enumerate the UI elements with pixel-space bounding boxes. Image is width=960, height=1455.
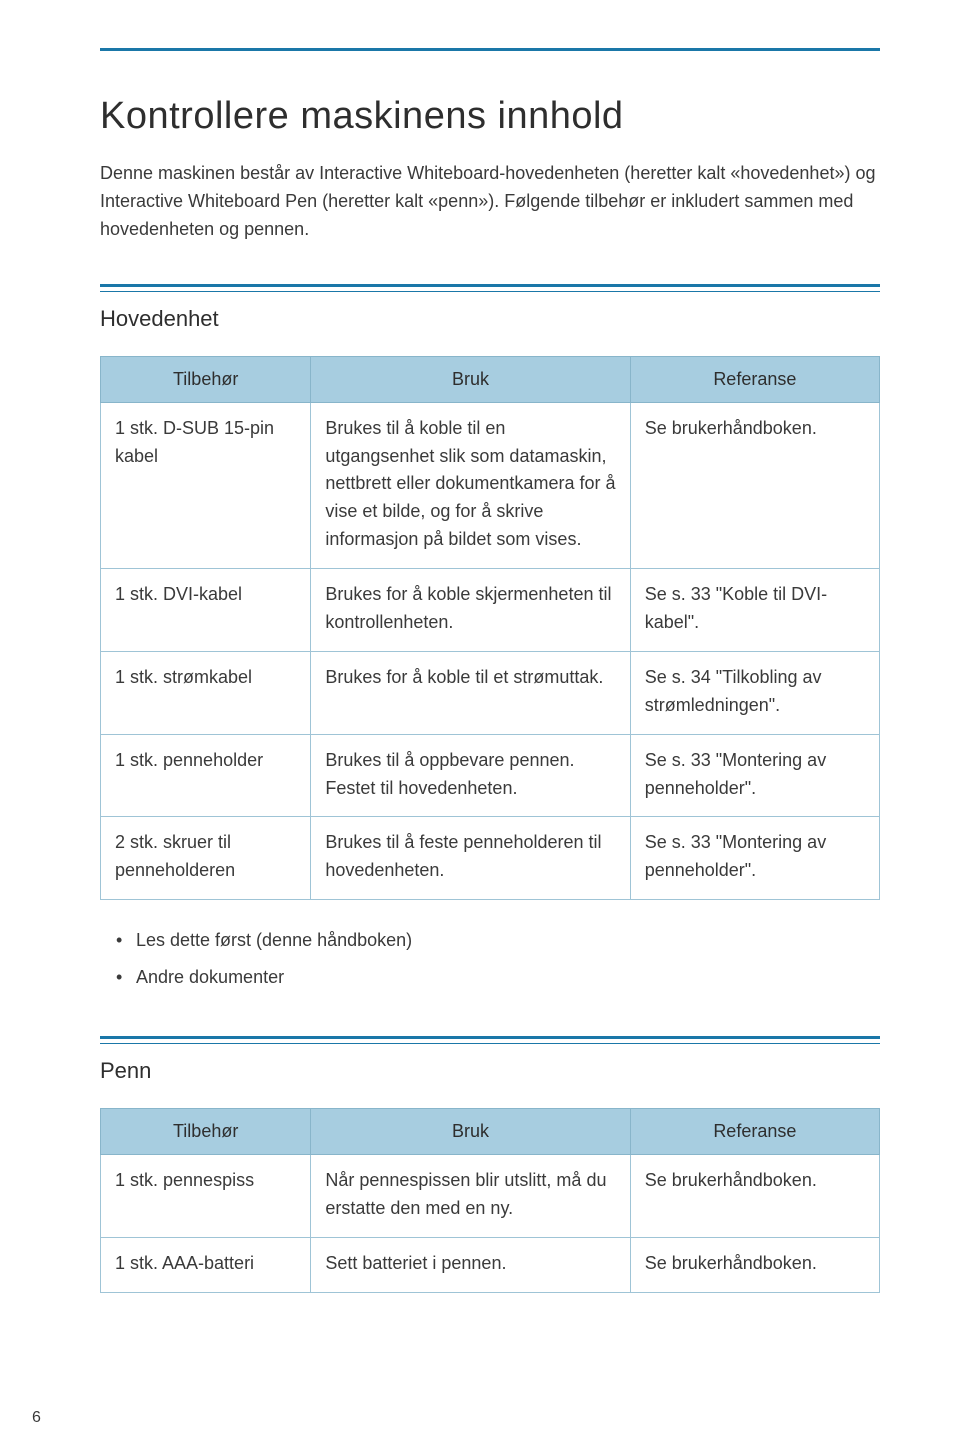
table-header-row: Tilbehør Bruk Referanse: [101, 356, 880, 402]
cell-bruk: Brukes til å feste penneholderen til hov…: [311, 817, 630, 900]
cell-referanse: Se brukerhåndboken.: [630, 1154, 879, 1237]
section-rule-thin: [100, 291, 880, 292]
th-bruk: Bruk: [311, 356, 630, 402]
page-title: Kontrollere maskinens innhold: [100, 95, 880, 138]
th-bruk: Bruk: [311, 1108, 630, 1154]
cell-bruk: Brukes for å koble skjermenheten til kon…: [311, 569, 630, 652]
table-row: 1 stk. DVI-kabel Brukes for å koble skje…: [101, 569, 880, 652]
section-rule: [100, 1036, 880, 1039]
cell-referanse: Se s. 33 "Montering av penneholder".: [630, 734, 879, 817]
cell-referanse: Se s. 34 "Tilkobling av strømledningen".: [630, 651, 879, 734]
table-hovedenhet: Tilbehør Bruk Referanse 1 stk. D-SUB 15-…: [100, 356, 880, 901]
cell-tilbehor: 2 stk. skruer til penneholderen: [101, 817, 311, 900]
cell-tilbehor: 1 stk. penneholder: [101, 734, 311, 817]
cell-tilbehor: 1 stk. D-SUB 15-pin kabel: [101, 402, 311, 568]
page: Kontrollere maskinens innhold Denne mask…: [0, 0, 960, 1455]
table-row: 1 stk. penneholder Brukes til å oppbevar…: [101, 734, 880, 817]
th-referanse: Referanse: [630, 1108, 879, 1154]
cell-tilbehor: 1 stk. pennespiss: [101, 1154, 311, 1237]
cell-referanse: Se s. 33 "Montering av penneholder".: [630, 817, 879, 900]
th-tilbehor: Tilbehør: [101, 1108, 311, 1154]
cell-referanse: Se brukerhåndboken.: [630, 402, 879, 568]
page-number: 6: [32, 1409, 41, 1427]
cell-tilbehor: 1 stk. DVI-kabel: [101, 569, 311, 652]
intro-paragraph: Denne maskinen består av Interactive Whi…: [100, 160, 880, 244]
table-row: 2 stk. skruer til penneholderen Brukes t…: [101, 817, 880, 900]
cell-bruk: Brukes for å koble til et strømuttak.: [311, 651, 630, 734]
th-referanse: Referanse: [630, 356, 879, 402]
section-heading-hovedenhet: Hovedenhet: [100, 306, 880, 332]
cell-referanse: Se s. 33 "Koble til DVI-kabel".: [630, 569, 879, 652]
section-rule: [100, 284, 880, 287]
list-item: Andre dokumenter: [136, 963, 880, 992]
table-row: 1 stk. AAA-batteri Sett batteriet i penn…: [101, 1237, 880, 1292]
list-item: Les dette først (denne håndboken): [136, 926, 880, 955]
table-header-row: Tilbehør Bruk Referanse: [101, 1108, 880, 1154]
cell-bruk: Sett batteriet i pennen.: [311, 1237, 630, 1292]
cell-bruk: Brukes til å koble til en utgangsenhet s…: [311, 402, 630, 568]
bullet-list: Les dette først (denne håndboken) Andre …: [100, 926, 880, 992]
section-heading-penn: Penn: [100, 1058, 880, 1084]
th-tilbehor: Tilbehør: [101, 356, 311, 402]
table-penn: Tilbehør Bruk Referanse 1 stk. pennespis…: [100, 1108, 880, 1293]
cell-referanse: Se brukerhåndboken.: [630, 1237, 879, 1292]
cell-bruk: Når pennespissen blir utslitt, må du ers…: [311, 1154, 630, 1237]
cell-tilbehor: 1 stk. AAA-batteri: [101, 1237, 311, 1292]
cell-bruk: Brukes til å oppbevare pennen. Festet ti…: [311, 734, 630, 817]
section-rule-thin: [100, 1043, 880, 1044]
cell-tilbehor: 1 stk. strømkabel: [101, 651, 311, 734]
top-rule: [100, 48, 880, 51]
table-row: 1 stk. D-SUB 15-pin kabel Brukes til å k…: [101, 402, 880, 568]
table-row: 1 stk. strømkabel Brukes for å koble til…: [101, 651, 880, 734]
table-row: 1 stk. pennespiss Når pennespissen blir …: [101, 1154, 880, 1237]
